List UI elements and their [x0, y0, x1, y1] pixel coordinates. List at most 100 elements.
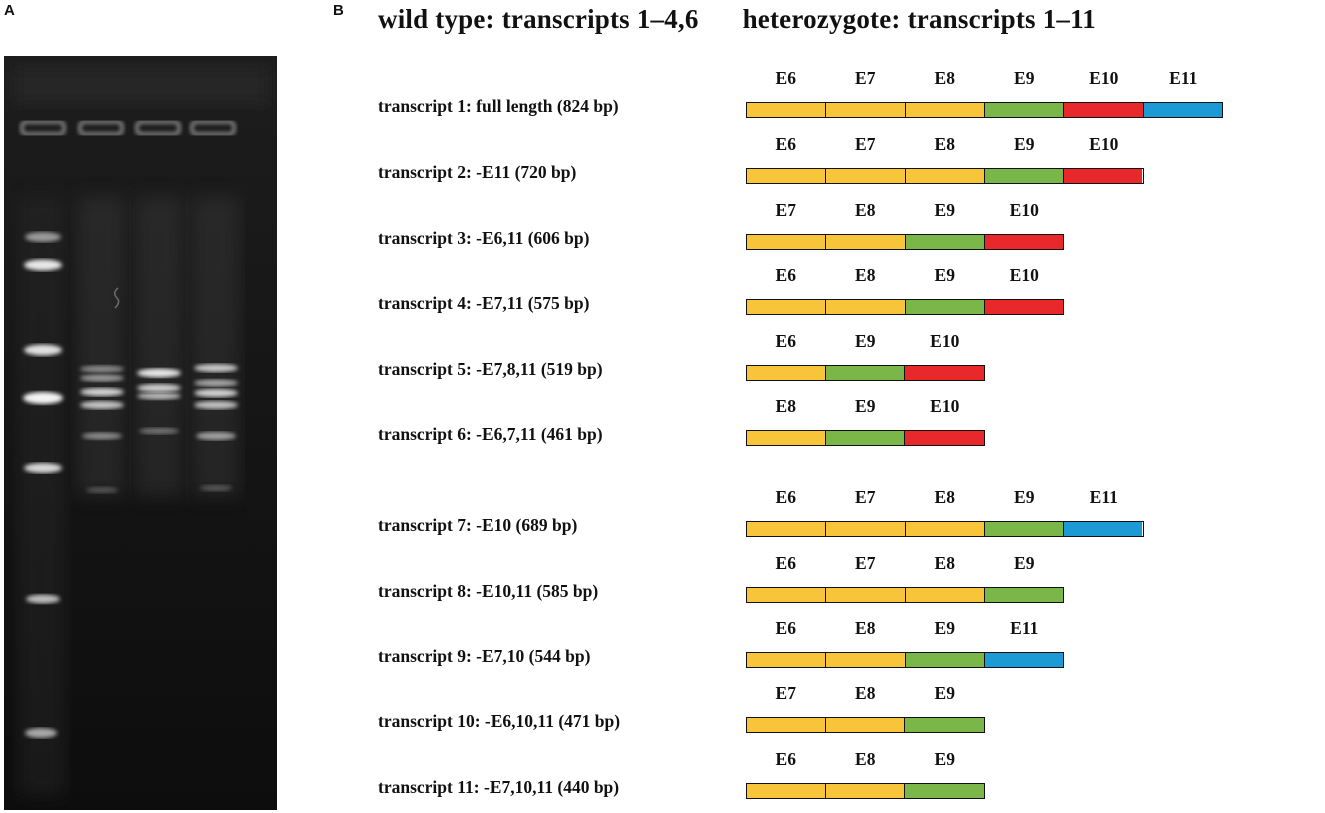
exon-label: E10	[1089, 68, 1119, 88]
transcript-row: transcript 8: -E10,11 (585 bp) E6 E7 E8 E9	[0, 553, 1325, 603]
transcript-label: transcript 6: -E6,7,11 (461 bp)	[378, 424, 603, 444]
exon-label: E8	[855, 618, 876, 638]
exon-label: E10	[1009, 265, 1039, 285]
exon-e6	[747, 588, 826, 602]
exon-e6	[747, 103, 826, 117]
exon-e6	[747, 784, 826, 798]
transcript-label: transcript 11: -E7,10,11 (440 bp)	[378, 777, 620, 797]
exon-label: E6	[775, 553, 796, 573]
exon-e7	[825, 103, 905, 117]
marker-bands	[23, 232, 63, 738]
exon-e10	[1063, 169, 1143, 183]
gel-wells	[20, 120, 236, 136]
exon-label: E9	[934, 749, 955, 769]
exon-e11	[1142, 103, 1222, 117]
exon-label: E9	[1014, 134, 1035, 154]
exon-label: E9	[855, 331, 876, 351]
exon-label: E6	[775, 265, 796, 285]
exon-label: E8	[934, 487, 955, 507]
exon-label: E8	[855, 265, 876, 285]
transcript-label: transcript 10: -E6,10,11 (471 bp)	[378, 711, 621, 731]
exon-label: E8	[855, 749, 876, 769]
exon-e8	[825, 784, 905, 798]
exon-label: E9	[934, 265, 955, 285]
transcript-label: transcript 7: -E10 (689 bp)	[378, 515, 578, 535]
transcript-label: transcript 5: -E7,8,11 (519 bp)	[378, 359, 603, 379]
exon-e10	[983, 300, 1063, 314]
transcript-row: transcript 5: -E7,8,11 (519 bp) E6 E9 E10	[0, 331, 1325, 381]
exon-label: E7	[855, 553, 876, 573]
exon-label: E8	[855, 200, 876, 220]
heterozygote-header: heterozygote: transcripts 1–11	[742, 4, 1097, 34]
exon-label: E8	[934, 68, 955, 88]
exon-bar	[746, 783, 985, 799]
wild-type-header: wild type: transcripts 1–4,6	[378, 4, 699, 34]
exon-e9	[825, 431, 905, 445]
exon-e8	[904, 588, 984, 602]
exon-label: E9	[934, 618, 955, 638]
exon-label: E9	[1014, 553, 1035, 573]
gel-image	[4, 56, 277, 810]
exon-e7	[747, 235, 826, 249]
exon-bar	[746, 521, 1144, 537]
exon-e8	[825, 653, 905, 667]
transcript-label: transcript 8: -E10,11 (585 bp)	[378, 581, 599, 601]
exon-e9	[904, 300, 984, 314]
exon-e6	[747, 300, 826, 314]
exon-bar	[746, 234, 1064, 250]
gel-lane-smears	[18, 196, 240, 796]
panel-b-title: wild type: transcripts 1–4,6 heterozygote…	[378, 4, 1096, 35]
transcript-row: transcript 4: -E7,11 (575 bp) E6 E8 E9 E10	[0, 265, 1325, 315]
exon-label: E8	[775, 396, 796, 416]
exon-label: E10	[1009, 200, 1039, 220]
exon-e7	[825, 522, 905, 536]
exon-bar	[746, 168, 1144, 184]
exon-bar	[746, 365, 985, 381]
exon-e10	[983, 235, 1063, 249]
exon-e9	[983, 169, 1064, 183]
exon-e6	[747, 653, 826, 667]
exon-label: E10	[1089, 134, 1119, 154]
exon-e9	[904, 718, 984, 732]
lane-2-bands	[137, 368, 181, 434]
panel-a-letter: A	[4, 2, 15, 19]
exon-label: E9	[934, 200, 955, 220]
exon-e10	[1063, 103, 1143, 117]
exon-e9	[904, 784, 984, 798]
exon-label: E10	[930, 331, 960, 351]
transcript-label: transcript 2: -E11 (720 bp)	[378, 162, 577, 182]
exon-e9	[825, 366, 905, 380]
exon-e9	[904, 653, 984, 667]
exon-label: E8	[934, 553, 955, 573]
exon-e6	[747, 522, 826, 536]
transcript-row: transcript 1: full length (824 bp) E6 E7 E8…	[0, 68, 1325, 118]
exon-label: E7	[855, 487, 876, 507]
gel-drawing	[4, 56, 277, 810]
exon-label: E6	[775, 331, 796, 351]
exon-bar	[746, 587, 1064, 603]
panel-b-letter: B	[333, 2, 344, 19]
transcript-row: transcript 10: -E6,10,11 (471 bp) E7 E8 E9	[0, 683, 1325, 733]
exon-label: E9	[934, 683, 955, 703]
exon-label: E9	[1014, 487, 1035, 507]
exon-label: E6	[775, 487, 796, 507]
transcript-row: transcript 11: -E7,10,11 (440 bp) E6 E8 E9	[0, 749, 1325, 799]
exon-label: E11	[1169, 68, 1198, 88]
exon-bar	[746, 652, 1064, 668]
exon-label: E7	[775, 200, 796, 220]
transcript-row: transcript 9: -E7,10 (544 bp) E6 E8 E9 E11	[0, 618, 1325, 668]
exon-e8	[904, 103, 984, 117]
exon-label: E6	[775, 749, 796, 769]
exon-e6	[747, 169, 826, 183]
exon-label: E10	[930, 396, 960, 416]
transcript-row: transcript 3: -E6,11 (606 bp) E7 E8 E9 E10	[0, 200, 1325, 250]
lane-3-bands	[194, 364, 238, 491]
transcript-row: transcript 6: -E6,7,11 (461 bp) E8 E9 E10	[0, 396, 1325, 446]
transcript-label: transcript 4: -E7,11 (575 bp)	[378, 293, 590, 313]
exon-e7	[825, 588, 905, 602]
exon-e9	[983, 522, 1064, 536]
exon-e9	[983, 103, 1064, 117]
transcript-label: transcript 1: full length (824 bp)	[378, 96, 619, 116]
exon-e11	[983, 653, 1063, 667]
exon-e8	[825, 235, 905, 249]
